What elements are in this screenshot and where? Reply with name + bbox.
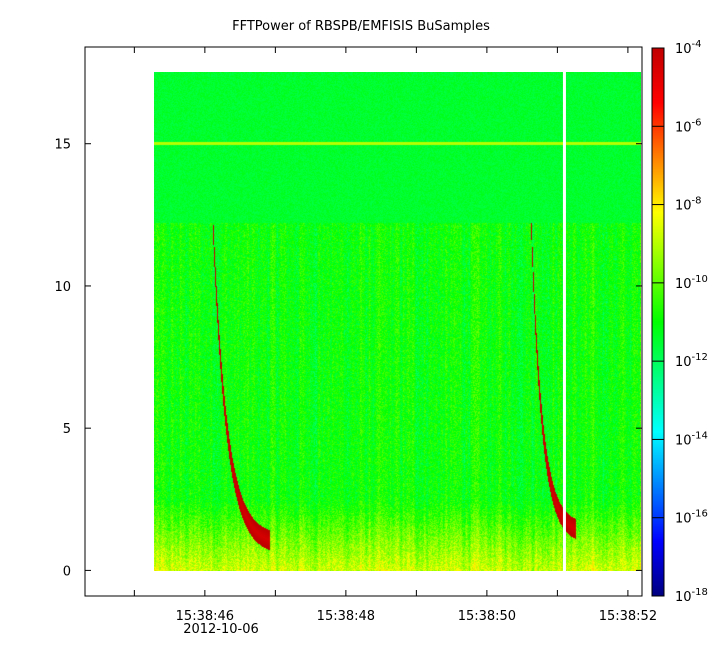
colorbar-tick-label: 10-4 [675, 39, 702, 57]
colorbar-scale [651, 47, 665, 597]
colorbar: 10-4 10-6 10-8 10-10 10-12 10-14 10-16 10-18 [651, 39, 708, 605]
colorbar-tick-label: 10-18 [675, 587, 708, 605]
spectrogram-image-holder [154, 72, 641, 571]
x-tick-label: 15:38:48 [317, 609, 375, 624]
colorbar-tick-label: 10-6 [675, 117, 702, 135]
y-axis: 0 5 10 15 [54, 138, 642, 579]
colorbar-tick-label: 10-16 [675, 509, 708, 527]
colorbar-tick-label: 10-10 [675, 274, 708, 292]
y-tick-label: 10 [54, 280, 71, 295]
colorbar-tick-label: 10-14 [675, 430, 708, 448]
x-axis: 15:38:46 15:38:48 15:38:50 15:38:52 [133, 47, 657, 624]
y-tick-label: 15 [54, 138, 71, 153]
spectrogram-image [154, 72, 641, 571]
x-tick-label: 15:38:50 [458, 609, 516, 624]
y-tick-label: 0 [63, 564, 71, 579]
colorbar-tick-label: 10-12 [675, 352, 708, 370]
y-tick-label: 5 [63, 422, 71, 437]
x-tick-label: 15:38:46 [176, 609, 234, 624]
chart-title: FFTPower of RBSPB/EMFISIS BuSamples [232, 19, 490, 34]
date-label: 2012-10-06 [183, 622, 259, 637]
data-gap [562, 72, 566, 571]
colorbar-tick-label: 10-8 [675, 196, 702, 214]
plot-area [84, 46, 643, 597]
x-tick-label: 15:38:52 [599, 609, 657, 624]
